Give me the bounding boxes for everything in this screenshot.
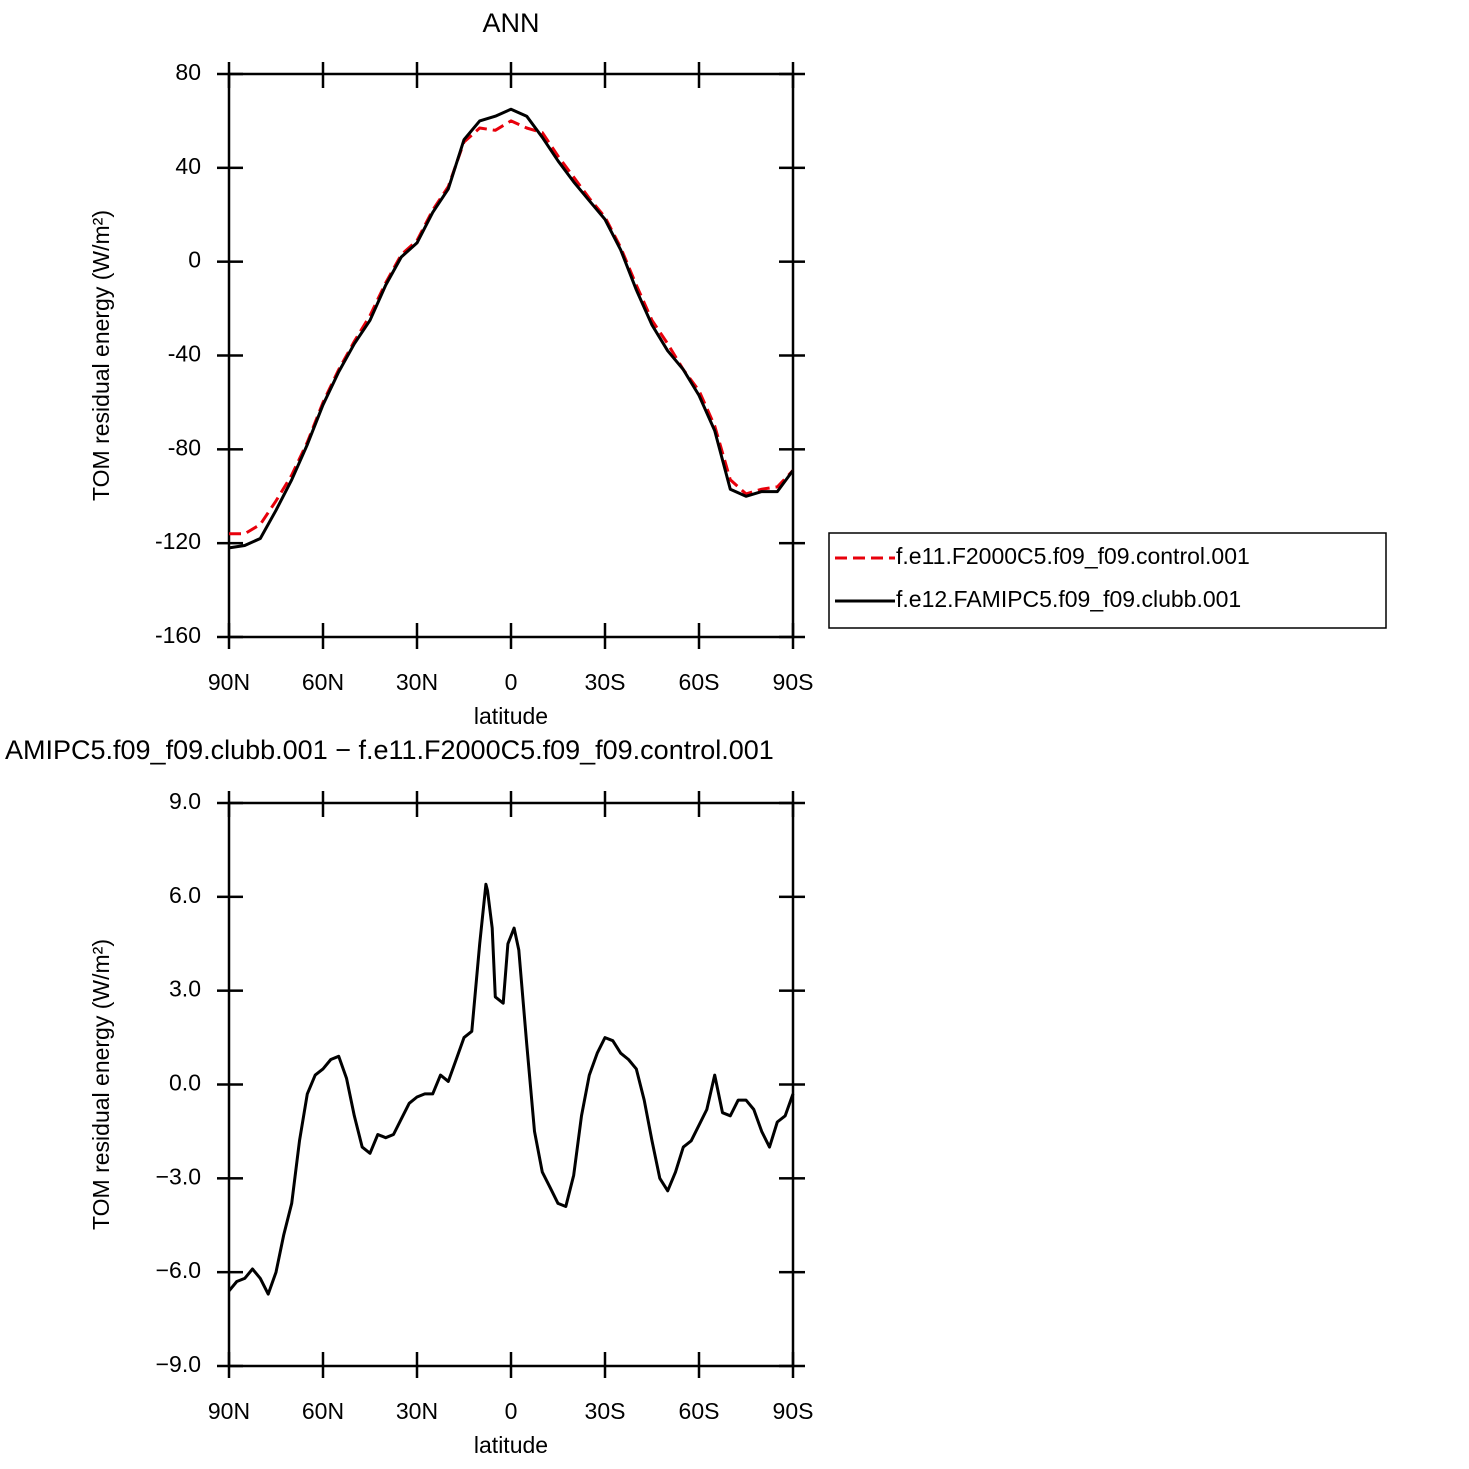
x-tick-label: 30S (585, 669, 626, 695)
y-tick-label: 9.0 (169, 788, 201, 814)
y-tick-label: −3.0 (156, 1163, 201, 1189)
x-tick-label: 90N (208, 669, 250, 695)
x-axis-label: latitude (474, 1432, 548, 1458)
y-tick-label: 80 (175, 59, 201, 85)
plot-frame (227, 801, 795, 1368)
chart-title: AMIPC5.f09_f09.clubb.001 − f.e11.F2000C5… (5, 735, 774, 765)
legend-label: f.e12.FAMIPC5.f09_f09.clubb.001 (896, 586, 1241, 612)
y-tick-label: 0.0 (169, 1070, 201, 1096)
x-tick-label: 30N (396, 1398, 438, 1424)
legend-box (828, 532, 1387, 629)
plot-frame (227, 72, 795, 639)
x-tick-label: 90N (208, 1398, 250, 1424)
y-tick-label: -120 (155, 528, 201, 554)
x-tick-label: 60S (679, 669, 720, 695)
y-tick-label: -160 (155, 622, 201, 648)
data-line (227, 882, 795, 1296)
x-tick-label: 90S (773, 1398, 814, 1424)
y-tick-label: −9.0 (156, 1351, 201, 1377)
y-tick-label: 6.0 (169, 882, 201, 908)
y-tick-label: −6.0 (156, 1257, 201, 1283)
x-tick-label: 30N (396, 669, 438, 695)
x-tick-label: 0 (505, 669, 518, 695)
y-tick-label: -40 (168, 341, 201, 367)
x-tick-label: 30S (585, 1398, 626, 1424)
y-tick-label: -80 (168, 434, 201, 460)
chart-title: ANN (482, 8, 539, 38)
data-line (228, 107, 795, 550)
y-axis-label: TOM residual energy (W/m²) (88, 939, 114, 1230)
legend-label: f.e11.F2000C5.f09_f09.control.001 (896, 543, 1250, 569)
x-tick-label: 0 (505, 1398, 518, 1424)
y-axis-label: TOM residual energy (W/m²) (88, 210, 114, 501)
x-tick-label: 60N (302, 669, 344, 695)
x-tick-label: 60N (302, 1398, 344, 1424)
y-tick-label: 0 (188, 247, 201, 273)
y-tick-label: 40 (175, 153, 201, 179)
x-tick-label: 60S (679, 1398, 720, 1424)
data-line (229, 119, 795, 536)
x-tick-label: 90S (773, 669, 814, 695)
y-tick-label: 3.0 (169, 976, 201, 1002)
x-axis-label: latitude (474, 703, 548, 729)
